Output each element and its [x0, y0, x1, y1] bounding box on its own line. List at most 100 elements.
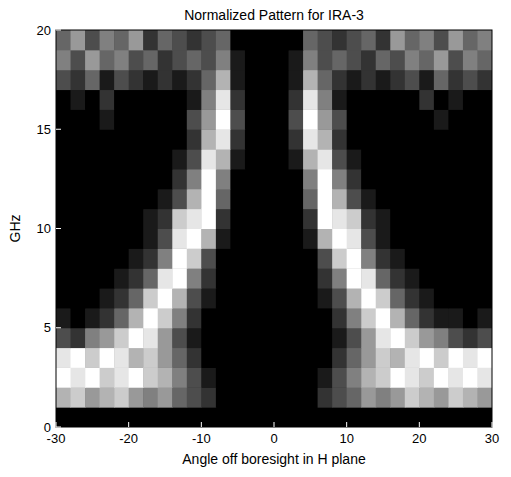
cell [477, 407, 492, 427]
cell [245, 109, 260, 129]
cell [187, 109, 202, 129]
cell [230, 70, 245, 90]
cell [376, 50, 391, 70]
cell [376, 328, 391, 348]
cell [100, 209, 115, 229]
cell [332, 308, 347, 328]
cell [289, 30, 304, 50]
cell [129, 209, 144, 229]
cell [448, 367, 463, 387]
cell [143, 90, 158, 110]
cell [143, 70, 158, 90]
cell [56, 367, 71, 387]
cell [85, 129, 100, 149]
cell [230, 268, 245, 288]
cell [318, 348, 333, 368]
cells [56, 30, 492, 427]
cell [114, 129, 129, 149]
cell [143, 308, 158, 328]
cell [376, 30, 391, 50]
cell [376, 268, 391, 288]
cell [259, 189, 274, 209]
cell [434, 407, 449, 427]
cell [405, 169, 420, 189]
cell [201, 189, 216, 209]
cell [274, 129, 289, 149]
cell [303, 149, 318, 169]
cell [390, 90, 405, 110]
cell [245, 288, 260, 308]
cell [463, 70, 478, 90]
cell [71, 169, 86, 189]
cell [303, 209, 318, 229]
cell [187, 387, 202, 407]
cell [390, 308, 405, 328]
cell [85, 149, 100, 169]
cell [216, 70, 231, 90]
cell [172, 30, 187, 50]
cell [289, 90, 304, 110]
cell [332, 30, 347, 50]
cell [143, 50, 158, 70]
cell [143, 129, 158, 149]
cell [172, 109, 187, 129]
cell [419, 189, 434, 209]
cell [143, 109, 158, 129]
cell [303, 308, 318, 328]
cell [172, 149, 187, 169]
cell [56, 229, 71, 249]
cell [463, 30, 478, 50]
cell [289, 169, 304, 189]
cell [172, 268, 187, 288]
cell [434, 308, 449, 328]
cell [100, 30, 115, 50]
cell [318, 90, 333, 110]
cell [448, 50, 463, 70]
cell [448, 209, 463, 229]
cell [71, 248, 86, 268]
cell [230, 387, 245, 407]
cell [187, 268, 202, 288]
cell [129, 229, 144, 249]
cell [216, 109, 231, 129]
cell [303, 367, 318, 387]
cell [347, 30, 362, 50]
cell [259, 30, 274, 50]
cell [419, 109, 434, 129]
cell [376, 367, 391, 387]
cell [158, 229, 173, 249]
cell [448, 248, 463, 268]
cell [463, 90, 478, 110]
cell [158, 109, 173, 129]
cell [230, 30, 245, 50]
y-tick-label: 10 [37, 221, 51, 236]
cell [434, 169, 449, 189]
cell [274, 288, 289, 308]
cell [114, 169, 129, 189]
cell [85, 407, 100, 427]
cell [71, 387, 86, 407]
cell [419, 308, 434, 328]
cell [201, 209, 216, 229]
cell [318, 308, 333, 328]
cell [158, 70, 173, 90]
cell [172, 387, 187, 407]
cell [230, 169, 245, 189]
cell [201, 229, 216, 249]
cell [85, 189, 100, 209]
cell [129, 328, 144, 348]
y-tick-label: 5 [44, 320, 51, 335]
cell [56, 209, 71, 229]
cell [85, 169, 100, 189]
cell [477, 189, 492, 209]
cell [71, 149, 86, 169]
cell [274, 189, 289, 209]
cell [100, 109, 115, 129]
cell [303, 248, 318, 268]
cell [419, 407, 434, 427]
cell [259, 407, 274, 427]
y-tick-label: 20 [37, 23, 51, 38]
cell [259, 149, 274, 169]
cell [361, 109, 376, 129]
cell [114, 229, 129, 249]
